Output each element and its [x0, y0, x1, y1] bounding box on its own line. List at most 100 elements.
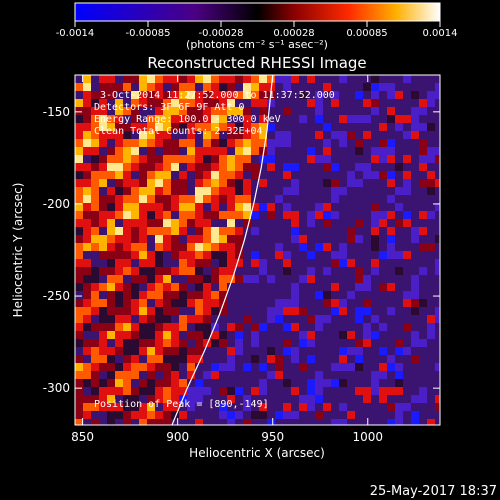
heatmap-cell [99, 203, 107, 211]
heatmap-cell [91, 299, 99, 307]
heatmap-cell [227, 187, 235, 195]
heatmap-cell [203, 315, 211, 323]
heatmap-cell [411, 163, 419, 171]
heatmap-cell [139, 339, 147, 347]
heatmap-cell [347, 123, 355, 131]
heatmap-cell [171, 75, 179, 83]
heatmap-cell [251, 187, 259, 195]
heatmap-cell [227, 163, 235, 171]
heatmap-cell [339, 163, 347, 171]
heatmap-cell [403, 403, 411, 411]
heatmap-cell [139, 235, 147, 243]
heatmap-cell [403, 275, 411, 283]
heatmap-cell [395, 179, 403, 187]
heatmap-cell [115, 171, 123, 179]
heatmap-cell [331, 307, 339, 315]
heatmap-cell [91, 91, 99, 99]
heatmap-cell [251, 379, 259, 387]
heatmap-cell [427, 363, 435, 371]
heatmap-cell [435, 99, 440, 107]
heatmap-cell [75, 107, 83, 115]
heatmap-cell [195, 379, 203, 387]
heatmap-cell [75, 395, 83, 403]
heatmap-cell [115, 275, 123, 283]
heatmap-cell [267, 107, 275, 115]
heatmap-cell [427, 299, 435, 307]
heatmap-cell [227, 371, 235, 379]
heatmap-cell [331, 99, 339, 107]
heatmap-cell [251, 291, 259, 299]
heatmap-cell [91, 75, 99, 83]
heatmap-cell [187, 219, 195, 227]
heatmap-cell [163, 411, 171, 419]
heatmap-cell [139, 379, 147, 387]
heatmap-cell [243, 323, 251, 331]
heatmap-cell [387, 227, 395, 235]
heatmap-cell [387, 251, 395, 259]
heatmap-cell [107, 307, 115, 315]
heatmap-cell [331, 371, 339, 379]
heatmap-cell [363, 379, 371, 387]
heatmap-cell [107, 275, 115, 283]
heatmap-cell [323, 227, 331, 235]
heatmap-cell [227, 339, 235, 347]
heatmap-cell [187, 267, 195, 275]
heatmap-cell [139, 123, 147, 131]
heatmap-cell [75, 419, 83, 425]
heatmap-cell [83, 299, 91, 307]
heatmap-cell [419, 131, 427, 139]
heatmap-cell [267, 315, 275, 323]
heatmap-cell [267, 283, 275, 291]
heatmap-cell [195, 171, 203, 179]
heatmap-cell [235, 171, 243, 179]
heatmap-cell [83, 339, 91, 347]
heatmap-cell [219, 211, 227, 219]
heatmap-cell [307, 251, 315, 259]
heatmap-cell [123, 283, 131, 291]
heatmap-cell [91, 219, 99, 227]
heatmap-cell [163, 259, 171, 267]
heatmap-cell [91, 411, 99, 419]
heatmap-cell [195, 387, 203, 395]
heatmap-cell [107, 411, 115, 419]
heatmap-cell [275, 363, 283, 371]
heatmap-cell [203, 275, 211, 283]
heatmap-cell [419, 179, 427, 187]
heatmap-cell [91, 203, 99, 211]
heatmap-cell [259, 139, 267, 147]
heatmap-cell [379, 355, 387, 363]
heatmap-cell [83, 147, 91, 155]
heatmap-cell [131, 395, 139, 403]
heatmap-cell [187, 227, 195, 235]
heatmap-cell [307, 411, 315, 419]
heatmap-cell [251, 227, 259, 235]
heatmap-cell [347, 339, 355, 347]
heatmap-cell [107, 147, 115, 155]
heatmap-cell [91, 123, 99, 131]
heatmap-cell [315, 219, 323, 227]
heatmap-cell [147, 339, 155, 347]
heatmap-cell [371, 291, 379, 299]
heatmap-cell [147, 83, 155, 91]
heatmap-cell [187, 347, 195, 355]
heatmap-cell [243, 371, 251, 379]
heatmap-cell [115, 267, 123, 275]
heatmap-cell [355, 99, 363, 107]
heatmap-cell [83, 387, 91, 395]
heatmap-cell [363, 243, 371, 251]
heatmap-cell [163, 179, 171, 187]
heatmap-cell [395, 211, 403, 219]
heatmap-cell [411, 307, 419, 315]
heatmap-cell [419, 267, 427, 275]
heatmap-cell [307, 179, 315, 187]
heatmap-cell [363, 387, 371, 395]
heatmap-cell [259, 203, 267, 211]
heatmap-cell [219, 251, 227, 259]
heatmap-cell [195, 227, 203, 235]
heatmap-cell [419, 235, 427, 243]
heatmap-cell [371, 355, 379, 363]
heatmap-cell [235, 211, 243, 219]
heatmap-cell [371, 99, 379, 107]
heatmap-cell [211, 259, 219, 267]
heatmap-cell [387, 211, 395, 219]
